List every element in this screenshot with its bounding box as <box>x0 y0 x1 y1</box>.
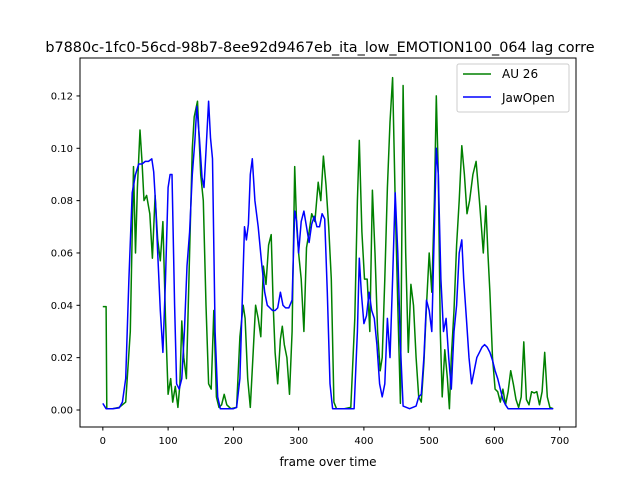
y-axis-ticks: 0.00 0.02 0.04 0.06 0.08 0.10 0.12 <box>51 91 80 416</box>
x-tick-label: 100 <box>159 436 178 447</box>
y-tick-label: 0.00 <box>51 405 73 416</box>
legend-box <box>456 63 570 113</box>
x-tick-label: 700 <box>550 436 569 447</box>
y-tick-label: 0.12 <box>51 91 73 102</box>
x-tick-label: 200 <box>224 436 243 447</box>
x-tick-label: 600 <box>485 436 504 447</box>
series-line-jawopen <box>102 100 554 410</box>
x-tick-label: 300 <box>289 436 308 447</box>
y-tick-label: 0.10 <box>51 144 73 155</box>
x-tick-label: 500 <box>420 436 439 447</box>
legend-label-au26: AU 26 <box>502 67 538 81</box>
plot-layer <box>102 76 554 410</box>
x-axis-ticks: 0 100 200 300 400 500 600 700 <box>100 427 569 447</box>
x-tick-label: 0 <box>100 436 106 447</box>
y-tick-label: 0.04 <box>51 301 73 312</box>
chart-title: b7880c-1fc0-56cd-98b7-8ee92d9467eb_ita_l… <box>45 40 594 56</box>
x-tick-label: 400 <box>354 436 373 447</box>
y-tick-label: 0.08 <box>51 196 73 207</box>
y-tick-label: 0.02 <box>51 353 73 364</box>
legend: AU 26 JawOpen <box>456 63 570 113</box>
legend-label-jawopen: JawOpen <box>501 91 555 105</box>
y-tick-label: 0.06 <box>51 248 73 259</box>
x-axis-label: frame over time <box>279 455 376 469</box>
plot-frame <box>79 57 577 428</box>
